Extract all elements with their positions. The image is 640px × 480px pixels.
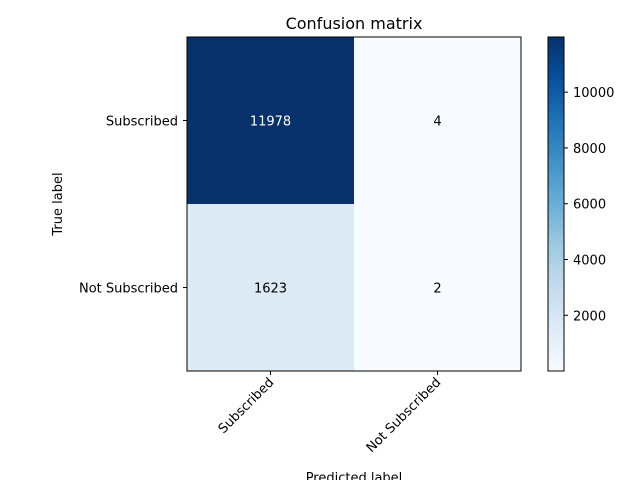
heatmap-cells xyxy=(187,37,521,371)
heatmap-cell xyxy=(354,204,521,371)
colorbar-tick-label: 2000 xyxy=(573,309,606,324)
colorbar-ticks: 2000 4000 6000 8000 10000 xyxy=(564,86,614,324)
plot-frame xyxy=(186,36,522,372)
colorbar-tick-label: 6000 xyxy=(573,198,606,213)
colorbar-tick-label: 8000 xyxy=(573,142,606,157)
y-axis-ticks: Subscribed Not Subscribed xyxy=(79,115,187,297)
y-tick-label: Not Subscribed xyxy=(79,282,178,297)
heatmap-cell-labels: 11978 4 1623 2 xyxy=(250,115,442,297)
colorbar-tick-label: 4000 xyxy=(573,253,606,268)
cell-value-label: 4 xyxy=(433,115,441,130)
colorbar xyxy=(547,36,565,372)
cell-value-label: 2 xyxy=(433,282,441,297)
chart-title: Confusion matrix xyxy=(286,14,423,33)
heatmap-cell xyxy=(187,37,354,204)
colorbar-tick-label: 10000 xyxy=(573,86,614,101)
x-axis-label: Predicted label xyxy=(306,471,403,480)
x-axis-ticks: Subscribed Not Subscribed xyxy=(216,371,445,456)
cell-value-label: 11978 xyxy=(250,115,291,130)
x-tick-label: Subscribed xyxy=(216,375,278,437)
cell-value-label: 1623 xyxy=(254,282,287,297)
y-axis-label: True label xyxy=(51,172,66,236)
x-tick-label: Not Subscribed xyxy=(364,375,445,456)
heatmap-cell xyxy=(187,204,354,371)
heatmap-cell xyxy=(354,37,521,204)
y-tick-label: Subscribed xyxy=(106,115,178,130)
